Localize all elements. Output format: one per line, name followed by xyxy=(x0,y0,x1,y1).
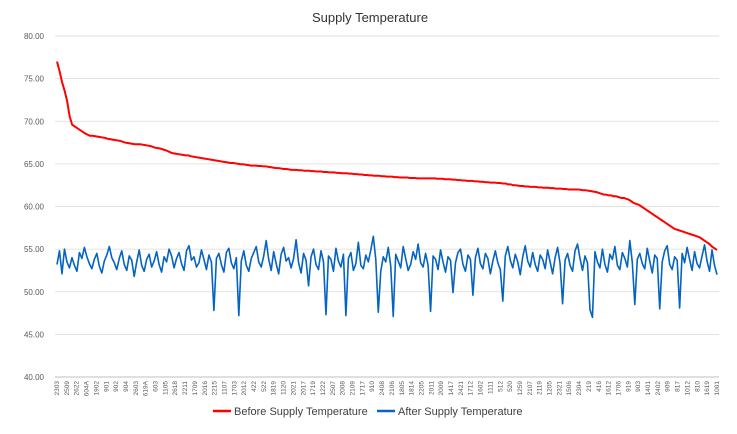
x-tick-label: 1107 xyxy=(222,381,229,395)
x-tick-label: 1120 xyxy=(281,381,288,395)
y-gridlines xyxy=(55,35,719,335)
x-tick-label: 1709 xyxy=(192,381,199,396)
y-axis-ticks: 40.00 45.00 50.00 55.00 60.00 65.00 70.00 75.00… xyxy=(24,32,45,382)
x-tick-label: 2622 xyxy=(74,381,81,396)
x-tick-label: 2303 xyxy=(54,381,61,396)
x-tick-label: 1417 xyxy=(448,381,455,396)
x-tick-label: 2107 xyxy=(527,381,534,396)
x-tick-label: 1814 xyxy=(409,381,416,396)
x-tick-label: 1717 xyxy=(359,381,366,396)
x-tick-label: 902 xyxy=(113,381,120,392)
x-tick-label: 1205 xyxy=(547,381,554,396)
y-tick-label: 80.00 xyxy=(24,32,45,41)
x-tick-label: 2012 xyxy=(241,381,248,396)
x-tick-label: 416 xyxy=(596,381,603,392)
series-line-after xyxy=(56,235,718,319)
x-tick-label: 604A xyxy=(84,380,91,396)
x-tick-label: 1712 xyxy=(468,381,475,396)
x-tick-label: 2017 xyxy=(300,381,307,396)
x-tick-label: 810 xyxy=(694,381,701,392)
x-tick-label: 1259 xyxy=(517,381,524,396)
x-tick-label: 1401 xyxy=(645,381,652,396)
x-tick-label: 2205 xyxy=(419,381,426,396)
x-tick-label: 2109 xyxy=(350,381,357,396)
x-tick-label: 1719 xyxy=(310,381,317,396)
x-tick-label: 2507 xyxy=(330,381,337,396)
x-tick-label: 1805 xyxy=(399,381,406,396)
x-tick-label: 1602 xyxy=(478,381,485,396)
x-tick-label: 2618 xyxy=(172,381,179,396)
x-tick-label: 1111 xyxy=(487,381,494,394)
legend: Before Supply Temperature After Supply T… xyxy=(213,406,523,418)
x-tick-label: 2106 xyxy=(389,381,396,396)
x-tick-label: 512 xyxy=(497,381,504,392)
x-tick-label: 903 xyxy=(635,381,642,392)
x-tick-label: 1703 xyxy=(231,381,238,396)
y-tick-label: 50.00 xyxy=(24,288,45,297)
y-tick-label: 70.00 xyxy=(24,117,45,126)
x-tick-label: 2304 xyxy=(576,381,583,396)
x-tick-label: 520 xyxy=(507,381,514,392)
x-tick-label: 1819 xyxy=(271,381,278,396)
x-tick-label: 2509 xyxy=(64,381,71,396)
x-tick-label: 2008 xyxy=(340,381,347,396)
x-tick-label: 2016 xyxy=(202,381,209,396)
x-tick-label: 422 xyxy=(251,381,258,392)
x-tick-label: 901 xyxy=(103,381,110,392)
x-tick-label: 1001 xyxy=(714,381,721,396)
x-tick-label: 522 xyxy=(261,381,268,392)
y-tick-label: 45.00 xyxy=(24,330,45,339)
chart-title: Supply Temperature xyxy=(312,10,428,25)
series-line-before xyxy=(56,61,718,251)
x-tick-label: 2021 xyxy=(290,381,297,396)
legend-label-before: Before Supply Temperature xyxy=(234,406,368,418)
x-tick-label: 2011 xyxy=(428,381,435,395)
x-tick-label: 1012 xyxy=(684,381,691,396)
x-tick-label: 2009 xyxy=(438,381,445,396)
x-tick-label: 603 xyxy=(153,381,160,392)
x-tick-label: 2603 xyxy=(133,381,140,396)
legend-label-after: After Supply Temperature xyxy=(398,406,523,418)
x-tick-label: 1105 xyxy=(162,381,169,395)
x-tick-label: 2402 xyxy=(655,381,662,396)
y-tick-label: 75.00 xyxy=(24,75,45,84)
x-tick-label: 2421 xyxy=(458,381,465,396)
x-tick-label: 1222 xyxy=(320,381,327,396)
y-tick-label: 65.00 xyxy=(24,160,45,169)
y-tick-label: 60.00 xyxy=(24,203,45,212)
x-tick-label: 1619 xyxy=(704,381,711,396)
x-tick-label: 2408 xyxy=(379,381,386,396)
series-lines xyxy=(56,61,718,319)
x-tick-label: 2215 xyxy=(212,381,219,396)
x-tick-label: 2119 xyxy=(537,381,544,395)
x-tick-label: 1612 xyxy=(606,381,613,396)
x-tick-label: 619A xyxy=(143,380,150,396)
x-tick-label: 2321 xyxy=(556,381,563,396)
y-tick-label: 55.00 xyxy=(24,245,45,254)
x-tick-label: 219 xyxy=(586,381,593,392)
x-tick-label: 919 xyxy=(625,381,632,392)
x-axis-ticks: 2303 2509 2622 604A 1902 901 902 904 2603 619A 603… xyxy=(54,380,721,396)
x-tick-label: 2211 xyxy=(182,381,189,395)
x-tick-label: 817 xyxy=(675,381,682,392)
x-tick-label: 1706 xyxy=(616,381,623,396)
x-tick-label: 909 xyxy=(665,381,672,392)
x-tick-label: 904 xyxy=(123,381,130,392)
x-tick-label: 910 xyxy=(369,381,376,392)
x-tick-label: 1506 xyxy=(566,381,573,396)
y-tick-label: 40.00 xyxy=(24,373,45,382)
x-tick-label: 1902 xyxy=(93,381,100,396)
